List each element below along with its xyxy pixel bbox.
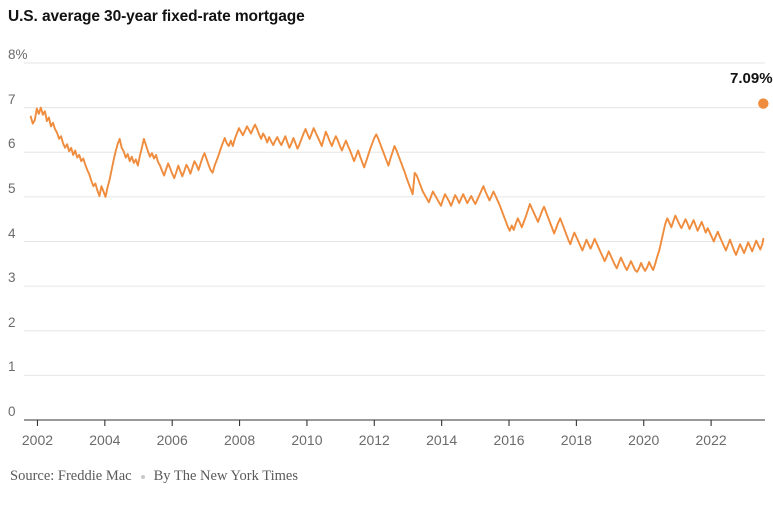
x-tick-label: 2010 — [291, 432, 323, 448]
chart-canvas — [24, 62, 769, 426]
x-axis-ticks — [36, 420, 712, 426]
x-tick-label: 2018 — [560, 432, 592, 448]
source-credit: Source: Freddie Mac — [10, 468, 132, 484]
y-tick-label: 6 — [8, 136, 16, 152]
y-tick-label: 4 — [8, 225, 16, 241]
endpoint-marker — [758, 98, 769, 109]
x-tick-label: 2020 — [628, 432, 660, 448]
y-tick-label: 8% — [8, 47, 28, 62]
latest-value-annotation: 7.09% — [730, 69, 773, 87]
dot-separator-icon — [140, 474, 145, 479]
x-tick-label: 2016 — [493, 432, 525, 448]
y-tick-label: 0 — [8, 404, 16, 419]
x-tick-label: 2004 — [89, 432, 121, 448]
y-tick-label: 7 — [8, 91, 16, 107]
page-title: U.S. average 30-year fixed-rate mortgage — [8, 8, 305, 25]
x-tick-label: 2006 — [156, 432, 188, 448]
x-tick-label: 2022 — [695, 432, 727, 448]
x-tick-label: 2002 — [21, 432, 54, 448]
y-tick-label: 3 — [8, 270, 16, 286]
x-tick-label: 2012 — [358, 432, 390, 448]
plot-area: 8% 7 6 5 4 3 2 1 0 2002 2004 2006 2008 2010 2012 2014 2… — [8, 47, 773, 448]
gridlines — [24, 62, 765, 376]
chart-footer: Source: Freddie Mac By The New York Time… — [10, 468, 298, 485]
x-tick-label: 2014 — [426, 432, 458, 448]
y-tick-label: 5 — [8, 180, 16, 196]
byline-credit: By The New York Times — [153, 468, 298, 484]
y-tick-label: 2 — [8, 314, 16, 330]
x-tick-label: 2008 — [223, 432, 256, 448]
rate-line-series — [29, 106, 765, 273]
y-tick-label: 1 — [8, 359, 16, 375]
